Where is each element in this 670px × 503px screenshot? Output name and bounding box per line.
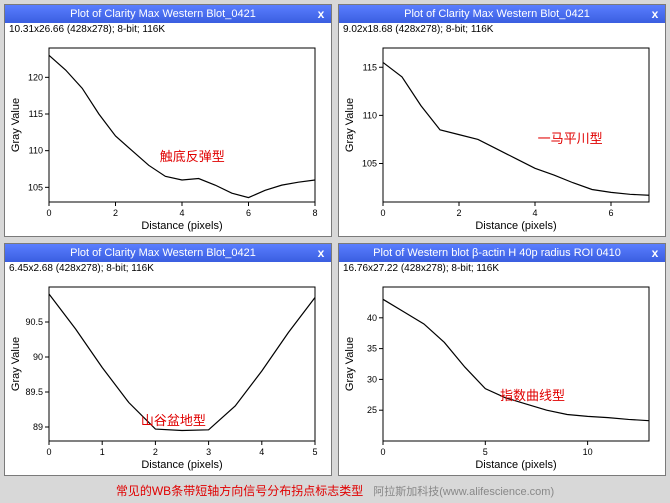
svg-text:4: 4 — [532, 208, 537, 218]
svg-text:0: 0 — [46, 208, 51, 218]
svg-text:0: 0 — [380, 447, 385, 457]
svg-text:Gray Value: Gray Value — [344, 337, 356, 391]
titlebar-2[interactable]: Plot of Clarity Max Western Blot_0421 x — [5, 244, 331, 262]
panel-2: Plot of Clarity Max Western Blot_0421 x … — [4, 243, 332, 476]
chart-grid: Plot of Clarity Max Western Blot_0421 x … — [0, 0, 670, 503]
meta-1: 9.02x18.68 (428x278); 8-bit; 116K — [339, 23, 665, 36]
svg-text:2: 2 — [153, 447, 158, 457]
svg-text:3: 3 — [206, 447, 211, 457]
svg-text:Gray Value: Gray Value — [10, 337, 22, 391]
svg-text:6: 6 — [246, 208, 251, 218]
panel-3: Plot of Western blot β-actin H 40p radiu… — [338, 243, 666, 476]
svg-text:Distance (pixels): Distance (pixels) — [141, 220, 222, 232]
plot-area-0: 0 2 4 6 8 105 110 115 120 Distance (pixels) Gray V… — [9, 40, 323, 232]
svg-text:25: 25 — [367, 405, 377, 415]
svg-text:5: 5 — [312, 447, 317, 457]
svg-text:5: 5 — [483, 447, 488, 457]
svg-text:120: 120 — [28, 72, 43, 82]
titlebar-0[interactable]: Plot of Clarity Max Western Blot_0421 x — [5, 5, 331, 23]
caption-row: 常见的WB条带短轴方向信号分布拐点标志类型 阿拉斯加科技(www.alifesc… — [4, 482, 666, 499]
svg-text:6: 6 — [608, 208, 613, 218]
panel-1: Plot of Clarity Max Western Blot_0421 x … — [338, 4, 666, 237]
panel-0: Plot of Clarity Max Western Blot_0421 x … — [4, 4, 332, 237]
titlebar-1[interactable]: Plot of Clarity Max Western Blot_0421 x — [339, 5, 665, 23]
close-icon[interactable]: x — [313, 246, 329, 260]
svg-text:35: 35 — [367, 344, 377, 354]
svg-text:0: 0 — [380, 208, 385, 218]
svg-text:Gray Value: Gray Value — [10, 98, 22, 152]
close-icon[interactable]: x — [313, 7, 329, 21]
svg-text:110: 110 — [29, 146, 43, 156]
attribution: 阿拉斯加科技(www.alifescience.com) — [373, 483, 554, 499]
window-title-3: Plot of Western blot β-actin H 40p radiu… — [347, 247, 647, 259]
svg-text:Gray Value: Gray Value — [344, 98, 356, 152]
meta-3: 16.76x27.22 (428x278); 8-bit; 116K — [339, 262, 665, 275]
svg-text:105: 105 — [28, 182, 43, 192]
window-title-1: Plot of Clarity Max Western Blot_0421 — [347, 8, 647, 20]
svg-text:89.5: 89.5 — [25, 387, 43, 397]
svg-text:2: 2 — [113, 208, 118, 218]
svg-text:4: 4 — [179, 208, 184, 218]
svg-text:8: 8 — [312, 208, 317, 218]
svg-text:1: 1 — [100, 447, 105, 457]
window-title-2: Plot of Clarity Max Western Blot_0421 — [13, 247, 313, 259]
svg-text:0: 0 — [46, 447, 51, 457]
svg-text:115: 115 — [363, 62, 377, 72]
svg-text:105: 105 — [362, 159, 377, 169]
svg-text:89: 89 — [33, 422, 43, 432]
svg-text:Distance (pixels): Distance (pixels) — [141, 459, 222, 471]
svg-text:30: 30 — [367, 374, 377, 384]
svg-text:90: 90 — [33, 352, 43, 362]
window-title-0: Plot of Clarity Max Western Blot_0421 — [13, 8, 313, 20]
svg-text:Distance (pixels): Distance (pixels) — [475, 220, 556, 232]
svg-text:4: 4 — [259, 447, 264, 457]
meta-2: 6.45x2.68 (428x278); 8-bit; 116K — [5, 262, 331, 275]
caption: 常见的WB条带短轴方向信号分布拐点标志类型 — [116, 482, 363, 499]
plot-area-2: 0 1 2 3 4 5 89 89.5 90 90.5 Distance (pixels) Gray … — [9, 279, 323, 471]
svg-text:110: 110 — [363, 110, 377, 120]
svg-text:40: 40 — [367, 313, 377, 323]
svg-text:2: 2 — [456, 208, 461, 218]
titlebar-3[interactable]: Plot of Western blot β-actin H 40p radiu… — [339, 244, 665, 262]
close-icon[interactable]: x — [647, 7, 663, 21]
plot-area-1: 0 2 4 6 105 110 115 Distance (pixels) Gray Value… — [343, 40, 657, 232]
close-icon[interactable]: x — [647, 246, 663, 260]
svg-text:Distance (pixels): Distance (pixels) — [475, 459, 556, 471]
svg-text:90.5: 90.5 — [25, 317, 43, 327]
plot-area-3: 051025303540Distance (pixels)Gray Value指… — [343, 279, 657, 471]
svg-text:115: 115 — [29, 109, 43, 119]
meta-0: 10.31x26.66 (428x278); 8-bit; 116K — [5, 23, 331, 36]
svg-text:10: 10 — [583, 447, 593, 457]
